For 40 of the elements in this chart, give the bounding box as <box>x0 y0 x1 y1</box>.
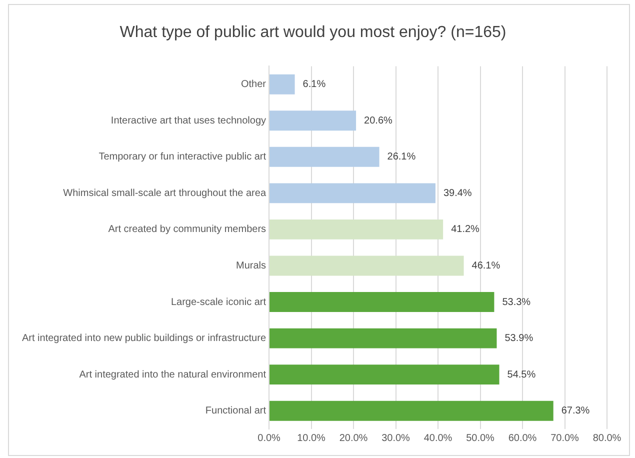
x-tick-label: 60.0% <box>508 432 537 444</box>
y-tick-label: Murals <box>236 260 266 272</box>
bar <box>270 219 444 240</box>
x-tick-label: 0.0% <box>258 432 281 444</box>
data-label: 54.5% <box>507 369 536 380</box>
data-label: 67.3% <box>561 406 590 417</box>
y-tick-label: Large-scale iconic art <box>170 296 266 308</box>
bar <box>270 328 497 348</box>
x-tick-label: 50.0% <box>466 432 495 444</box>
data-label: 26.1% <box>387 152 416 163</box>
y-tick-label: Art integrated into the natural environment <box>79 369 266 380</box>
bar <box>270 146 380 167</box>
y-tick-label: Art created by community members <box>108 224 266 236</box>
x-tick-label: 70.0% <box>550 432 580 444</box>
data-label: 53.3% <box>502 296 531 308</box>
data-label: 46.1% <box>472 260 500 272</box>
data-label: 6.1% <box>302 79 326 90</box>
bar <box>270 292 494 312</box>
data-label: 53.9% <box>504 333 534 344</box>
bar <box>270 110 356 131</box>
x-tick-label: 80.0% <box>592 432 622 444</box>
chart-title: What type of public art would you most enjoy? (n=165) <box>120 24 506 42</box>
y-tick-label: Art integrated into new public buildings or infrastructure <box>22 333 266 344</box>
bar <box>270 183 436 204</box>
data-label: 39.4% <box>443 188 472 199</box>
y-tick-label: Functional art <box>205 406 266 417</box>
x-tick-label: 30.0% <box>382 432 410 444</box>
data-label: 41.2% <box>451 224 480 236</box>
bar <box>270 256 464 276</box>
bar <box>270 400 554 421</box>
data-label: 20.6% <box>364 115 393 126</box>
x-tick-label: 10.0% <box>297 432 326 444</box>
x-tick-label: 40.0% <box>424 432 452 444</box>
y-tick-label: Interactive art that uses technology <box>110 115 266 126</box>
x-tick-label: 20.0% <box>339 432 368 444</box>
y-tick-label: Other <box>241 79 267 90</box>
y-tick-label: Whimsical small-scale art throughout the area <box>63 188 266 199</box>
bar <box>270 364 500 385</box>
y-tick-label: Temporary or fun interactive public art <box>98 152 266 163</box>
bar <box>270 74 295 94</box>
